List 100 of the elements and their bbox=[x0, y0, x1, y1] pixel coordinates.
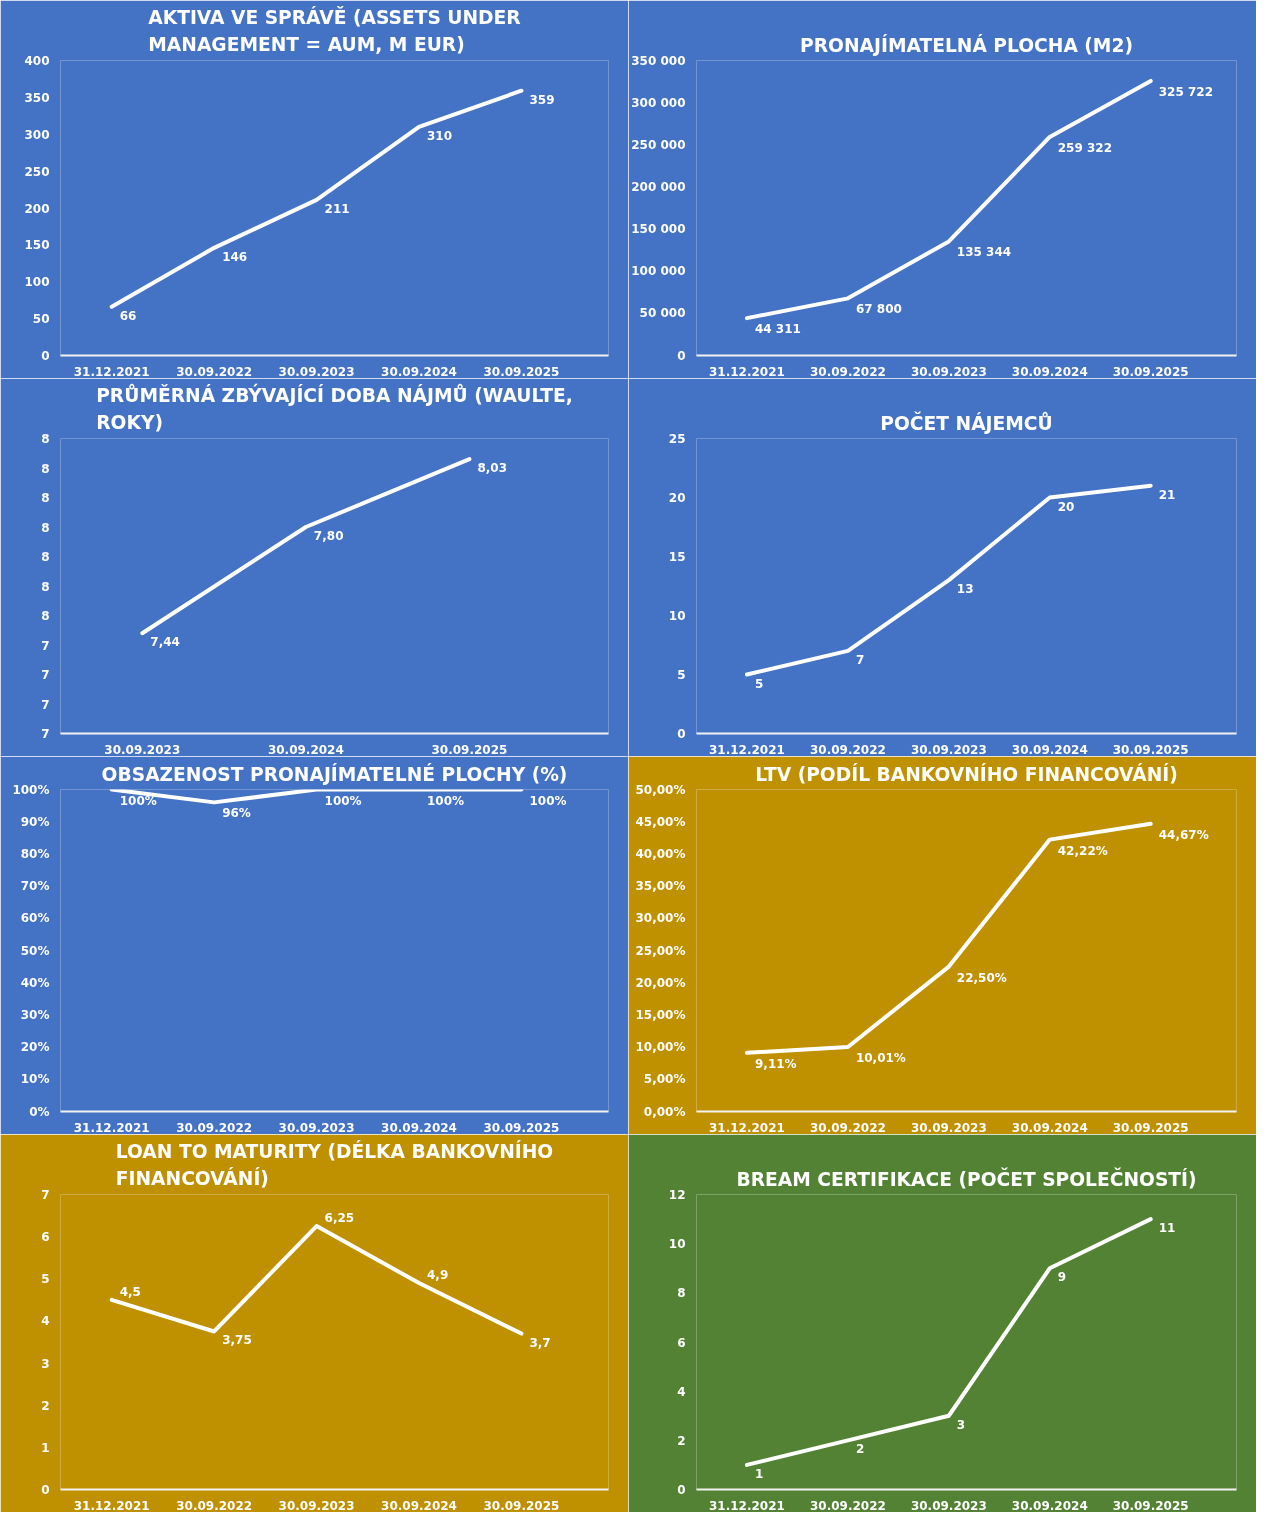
data-label: 3,75 bbox=[222, 1333, 252, 1348]
y-tick-label: 7 bbox=[41, 1188, 50, 1202]
y-tick-label: 5 bbox=[41, 1272, 50, 1287]
y-tick-label: 30,00% bbox=[635, 911, 686, 926]
y-tick-label: 90% bbox=[20, 814, 50, 829]
y-tick-label: 4 bbox=[677, 1384, 686, 1399]
data-label: 4,9 bbox=[427, 1268, 449, 1282]
data-label: 3 bbox=[956, 1417, 966, 1432]
y-tick-label: 6 bbox=[677, 1335, 686, 1350]
x-tick-label: 30.09.2025 bbox=[483, 1120, 560, 1135]
data-label: 135 344 bbox=[956, 245, 1012, 260]
data-label: 9 bbox=[1057, 1270, 1067, 1285]
y-tick-label: 400 bbox=[24, 54, 50, 68]
y-tick-label: 0% bbox=[29, 1104, 50, 1119]
x-tick-label: 31.12.2021 bbox=[73, 1120, 150, 1135]
data-label: 8,03 bbox=[477, 461, 508, 476]
y-tick-label: 3 bbox=[41, 1356, 50, 1371]
y-tick-label: 60% bbox=[20, 911, 50, 926]
y-tick-label: 2 bbox=[41, 1398, 50, 1413]
y-tick-label: 100% bbox=[12, 782, 50, 797]
y-tick-label: 300 bbox=[24, 127, 50, 142]
y-tick-label: 7 bbox=[41, 638, 50, 653]
data-label: 11 bbox=[1158, 1221, 1176, 1236]
x-tick-label: 30.09.2024 bbox=[1011, 742, 1088, 757]
y-tick-label: 350 bbox=[24, 90, 50, 105]
y-tick-label: 7 bbox=[41, 727, 50, 741]
data-label: 67 800 bbox=[855, 302, 902, 317]
data-label: 100% bbox=[529, 793, 567, 808]
data-label: 9,11% bbox=[754, 1056, 797, 1071]
y-tick-label: 50 000 bbox=[639, 306, 686, 321]
x-tick-label: 30.09.2025 bbox=[1112, 742, 1189, 757]
x-tick-label: 31.12.2021 bbox=[709, 742, 785, 757]
y-tick-label: 45,00% bbox=[635, 814, 686, 829]
y-tick-label: 15 bbox=[668, 550, 686, 564]
chart-title: POČET NÁJEMCŮ bbox=[880, 410, 1053, 434]
x-tick-label: 31.12.2021 bbox=[709, 364, 785, 379]
chart-title: BREAM CERTIFIKACE (POČET SPOLEČNOSTÍ) bbox=[736, 1166, 1197, 1190]
data-label: 2 bbox=[855, 1442, 865, 1457]
x-tick-label: 30.09.2022 bbox=[176, 1498, 253, 1513]
y-tick-label: 300 000 bbox=[631, 95, 686, 110]
x-tick-label: 30.09.2023 bbox=[910, 1120, 987, 1135]
y-tick-label: 35,00% bbox=[635, 879, 686, 894]
chart-title: PRŮMĚRNÁ ZBÝVAJÍCÍ DOBA NÁJMŮ (WAULTE, ROKY) bbox=[96, 383, 573, 434]
y-tick-label: 40% bbox=[20, 975, 50, 990]
data-label: 20 bbox=[1057, 499, 1075, 514]
y-tick-label: 350 000 bbox=[631, 53, 686, 68]
y-tick-label: 0 bbox=[677, 727, 686, 741]
x-tick-label: 30.09.2023 bbox=[278, 1120, 355, 1135]
data-label: 325 722 bbox=[1158, 84, 1213, 99]
y-tick-label: 0 bbox=[41, 1483, 50, 1497]
y-tick-label: 8 bbox=[41, 432, 50, 446]
x-tick-label: 30.09.2024 bbox=[381, 1498, 457, 1513]
x-tick-label: 30.09.2024 bbox=[381, 364, 457, 379]
y-tick-label: 8 bbox=[41, 520, 50, 535]
data-label: 44,67% bbox=[1158, 827, 1209, 842]
data-label: 3,7 bbox=[529, 1335, 551, 1350]
y-tick-label: 40,00% bbox=[635, 846, 686, 861]
x-tick-label: 30.09.2023 bbox=[278, 364, 355, 379]
y-tick-label: 25,00% bbox=[635, 943, 686, 958]
y-tick-label: 10 bbox=[668, 609, 686, 623]
y-tick-label: 4 bbox=[41, 1314, 50, 1329]
data-label: 100% bbox=[324, 793, 362, 808]
x-tick-label: 30.09.2025 bbox=[1112, 1120, 1189, 1135]
y-tick-label: 5,00% bbox=[643, 1072, 686, 1087]
data-label: 42,22% bbox=[1057, 843, 1108, 858]
y-tick-label: 8 bbox=[41, 550, 50, 564]
y-tick-label: 0 bbox=[677, 1483, 686, 1497]
data-label: 259 322 bbox=[1057, 140, 1113, 155]
y-tick-label: 250 000 bbox=[631, 137, 686, 152]
x-tick-label: 30.09.2025 bbox=[483, 1498, 560, 1513]
y-tick-label: 2 bbox=[677, 1433, 686, 1448]
y-tick-label: 250 bbox=[24, 164, 50, 179]
data-label: 66 bbox=[119, 308, 137, 323]
x-tick-label: 30.09.2022 bbox=[809, 1498, 886, 1513]
x-tick-label: 30.09.2024 bbox=[267, 742, 344, 757]
y-tick-label: 150 bbox=[24, 238, 50, 253]
y-tick-label: 8 bbox=[41, 609, 50, 623]
y-tick-label: 7 bbox=[41, 697, 50, 712]
y-tick-label: 10% bbox=[20, 1072, 50, 1087]
data-label: 6,25 bbox=[324, 1211, 355, 1226]
y-tick-label: 0,00% bbox=[643, 1104, 686, 1119]
data-label: 1 bbox=[754, 1466, 764, 1481]
data-label: 359 bbox=[529, 92, 555, 107]
chart-title: LTV (PODÍL BANKOVNÍHO FINANCOVÁNÍ) bbox=[755, 762, 1178, 785]
x-tick-label: 30.09.2023 bbox=[910, 1498, 987, 1513]
data-label: 10,01% bbox=[855, 1051, 906, 1066]
x-tick-label: 30.09.2025 bbox=[431, 742, 508, 757]
data-label: 100% bbox=[427, 793, 465, 808]
x-tick-label: 30.09.2025 bbox=[483, 364, 560, 379]
data-label: 44 311 bbox=[754, 322, 801, 337]
y-tick-label: 8 bbox=[41, 579, 50, 594]
x-tick-label: 30.09.2022 bbox=[809, 364, 886, 379]
y-tick-label: 30% bbox=[20, 1007, 50, 1022]
x-tick-label: 31.12.2021 bbox=[709, 1498, 785, 1513]
x-tick-label: 31.12.2021 bbox=[73, 364, 150, 379]
y-tick-label: 20 bbox=[668, 491, 686, 505]
x-tick-label: 30.09.2022 bbox=[809, 742, 886, 757]
data-label: 7,80 bbox=[313, 529, 344, 543]
x-tick-label: 30.09.2022 bbox=[809, 1120, 886, 1135]
y-tick-label: 200 bbox=[24, 201, 50, 216]
